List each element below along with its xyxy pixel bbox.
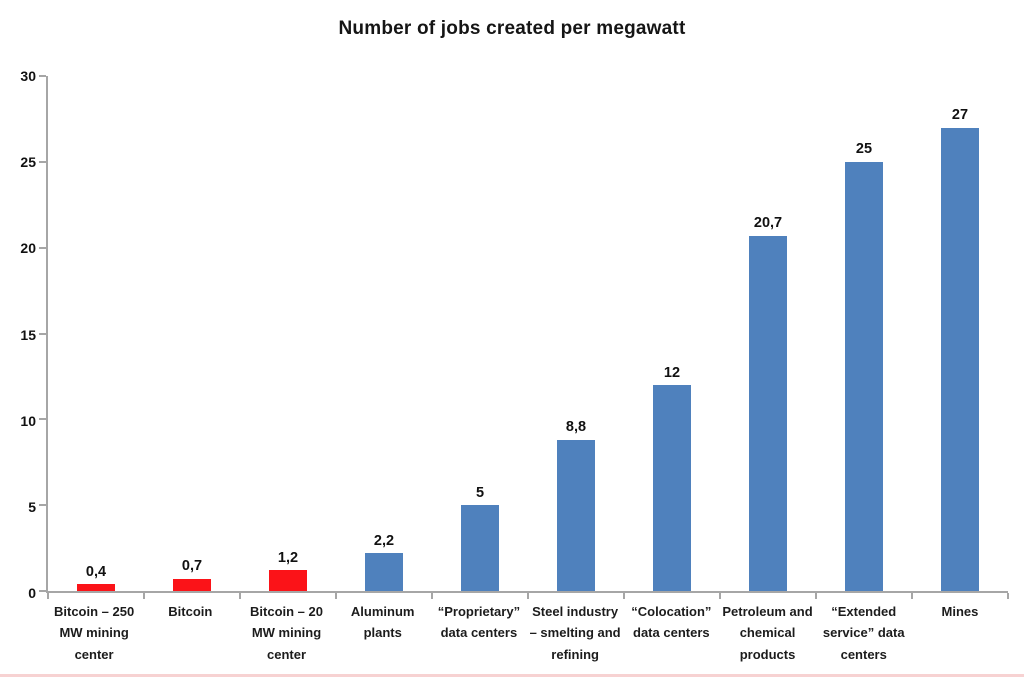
bar-value-label: 20,7 [753,215,783,232]
x-axis-label: Bitcoin – 20 MW mining center [250,604,323,662]
x-tick [335,593,337,599]
y-tick-label: 25 [20,154,36,171]
x-axis-label: “Colocation” data centers [631,604,712,641]
bar-column: 20,7 [720,76,816,591]
x-tick [239,593,241,599]
bar-column: 1,2 [240,76,336,591]
bar-column: 12 [624,76,720,591]
bar-value-label: 12 [663,364,681,381]
x-axis-label: Aluminum plants [350,604,415,641]
bar-value-label: 1,2 [277,549,299,566]
x-axis-label: Petroleum and chemical products [722,604,813,662]
x-axis-label: “Extended service” data centers [822,604,905,662]
y-tick-label: 20 [20,240,36,257]
y-tick [39,160,46,163]
y-tick [39,246,46,249]
bar-value-label: 5 [475,484,485,501]
x-tick [719,593,721,599]
y-tick [39,418,46,421]
x-axis-labels: Bitcoin – 250 MW mining center Bitcoin Bit… [46,601,1008,665]
bar [365,553,403,591]
x-axis-label: Bitcoin [168,604,213,619]
x-axis-label: Mines [941,604,979,619]
x-tick [47,593,49,599]
bar [653,385,691,591]
bar [77,584,115,591]
x-tick [527,593,529,599]
y-tick [39,504,46,507]
x-axis-label: Steel industry – smelting and refining [529,604,621,662]
bar-value-label: 2,2 [373,532,395,549]
chart-title: Number of jobs created per megawatt [338,18,686,39]
bar-value-label: 0,4 [85,563,107,580]
y-tick-label: 30 [20,68,36,84]
y-tick-label: 10 [20,412,36,429]
bar-column: 27 [912,76,1008,591]
y-tick [39,332,46,335]
x-tick [143,593,145,599]
bar [173,578,211,591]
x-tick [815,593,817,599]
bottom-accent-strip [0,674,1024,677]
bar [461,505,499,591]
x-axis-label: Bitcoin – 250 MW mining center [54,604,135,662]
bar-column: 2,2 [336,76,432,591]
bar [941,127,979,591]
bar-value-label: 27 [951,107,969,123]
bar [845,161,883,591]
y-tick-label: 15 [20,326,36,343]
x-axis-label: “Proprietary” data centers [437,604,521,641]
bar [557,439,595,591]
y-tick-label: 0 [28,585,36,601]
plot-area: 0,4 0,7 1,2 2,2 5 8,8 12 20,7 25 27 [39,75,1009,599]
x-tick [1007,593,1009,599]
bar-value-label: 25 [855,141,873,158]
y-tick [39,75,46,77]
bar-column: 25 [816,76,912,591]
x-tick [431,593,433,599]
bar-column: 8,8 [528,76,624,591]
x-tick [623,593,625,599]
bar-column: 0,7 [144,76,240,591]
y-tick-label: 5 [28,498,36,515]
bar [749,235,787,591]
y-axis: 0 5 10 15 20 25 30 [0,69,36,600]
y-tick [39,590,46,592]
bar-value-label: 0,7 [181,558,203,575]
bar-column: 5 [432,76,528,591]
x-tick [911,593,913,599]
bar [269,570,307,591]
bar-column: 0,4 [48,76,144,591]
bar-value-label: 8,8 [565,419,587,436]
